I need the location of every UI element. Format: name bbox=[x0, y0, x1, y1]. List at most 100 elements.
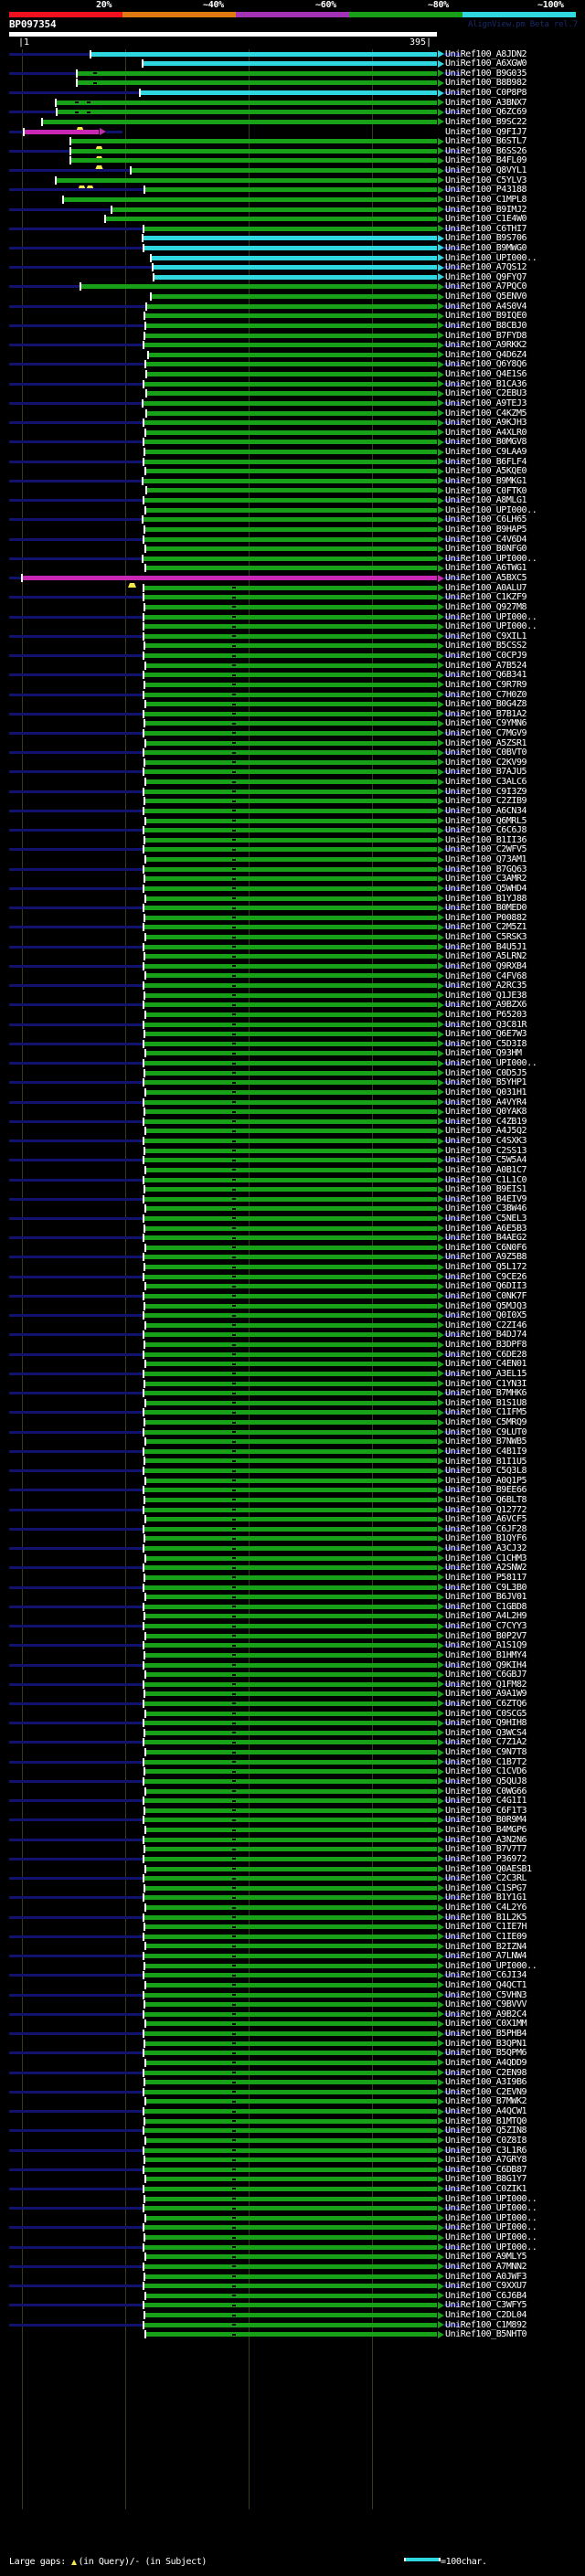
hsp-bar[interactable] bbox=[143, 1701, 437, 1706]
hsp-bar[interactable] bbox=[144, 450, 437, 454]
hit-label[interactable]: UniRef100_C9L3B0 bbox=[445, 1582, 527, 1593]
hit-label[interactable]: UniRef100_B1S1U8 bbox=[445, 1397, 527, 1408]
hit-label[interactable]: UniRef100_A4QDD9 bbox=[445, 2057, 527, 2068]
hsp-bar[interactable] bbox=[143, 420, 437, 426]
alignment-row[interactable]: UniRef100_Q6BLT8 bbox=[0, 1495, 585, 1505]
alignment-row[interactable]: UniRef100_C1E4W0 bbox=[0, 214, 585, 224]
hsp-bar[interactable] bbox=[143, 2263, 437, 2269]
hsp-bar[interactable] bbox=[143, 1410, 437, 1415]
alignment-row[interactable]: UniRef100_C0CPJ9 bbox=[0, 651, 585, 661]
hsp-bar[interactable] bbox=[143, 1895, 437, 1901]
hit-label[interactable]: UniRef100_B4AEG2 bbox=[445, 1233, 527, 1244]
alignment-row[interactable]: UniRef100_UPI000.. bbox=[0, 253, 585, 263]
hsp-bar[interactable] bbox=[143, 1391, 437, 1396]
hsp-bar[interactable] bbox=[144, 2080, 437, 2085]
alignment-row[interactable]: UniRef100_Q93HM bbox=[0, 1048, 585, 1058]
hit-label[interactable]: UniRef100_C1IFM5 bbox=[445, 1407, 527, 1418]
hit-label[interactable]: UniRef100_B9EIS1 bbox=[445, 1184, 527, 1195]
hsp-bar[interactable] bbox=[142, 517, 437, 523]
hsp-bar[interactable] bbox=[144, 2196, 437, 2201]
hit-label[interactable]: UniRef100_Q4QCT1 bbox=[445, 1979, 527, 1990]
alignment-row[interactable]: UniRef100_B9MKG1 bbox=[0, 476, 585, 486]
hsp-bar[interactable] bbox=[143, 1662, 437, 1668]
hit-label[interactable]: UniRef100_A9MLY5 bbox=[445, 2252, 527, 2263]
hit-label[interactable]: UniRef100_B6STL7 bbox=[445, 136, 527, 147]
hsp-bar[interactable] bbox=[55, 100, 437, 105]
hsp-bar[interactable] bbox=[144, 1109, 437, 1115]
alignment-row[interactable]: UniRef100_B0G4Z8 bbox=[0, 699, 585, 709]
alignment-row[interactable]: UniRef100_Q1FM82 bbox=[0, 1680, 585, 1690]
hit-label[interactable]: UniRef100_A6E5B3 bbox=[445, 1223, 527, 1234]
hsp-bar[interactable] bbox=[144, 1536, 437, 1542]
hsp-bar[interactable] bbox=[62, 196, 437, 202]
hit-label[interactable]: UniRef100_C9LUT0 bbox=[445, 1426, 527, 1437]
hsp-bar[interactable] bbox=[144, 2021, 437, 2027]
hsp-bar[interactable] bbox=[143, 633, 437, 639]
hsp-bar[interactable] bbox=[144, 682, 437, 687]
hit-label[interactable]: UniRef100_P43188 bbox=[445, 185, 527, 196]
alignment-row[interactable]: UniRef100_A9TEJ3 bbox=[0, 398, 585, 408]
hit-label[interactable]: UniRef100_B5PHB4 bbox=[445, 2029, 527, 2040]
alignment-row[interactable]: UniRef100_P58117 bbox=[0, 1573, 585, 1583]
hit-label[interactable]: UniRef100_UPI000.. bbox=[445, 504, 537, 515]
hit-label[interactable]: UniRef100_B8G1Y7 bbox=[445, 2174, 527, 2185]
alignment-row[interactable]: UniRef100_A9RKK2 bbox=[0, 340, 585, 350]
alignment-row[interactable]: UniRef100_Q6ZC69 bbox=[0, 107, 585, 117]
alignment-row[interactable]: UniRef100_C6N0F6 bbox=[0, 1243, 585, 1253]
hsp-bar[interactable] bbox=[144, 1691, 437, 1697]
hit-label[interactable]: UniRef100_Q031H1 bbox=[445, 1087, 527, 1097]
hit-label[interactable]: UniRef100_C1IE09 bbox=[445, 1931, 527, 1942]
hsp-bar[interactable] bbox=[143, 866, 437, 872]
alignment-row[interactable]: UniRef100_C0BVT0 bbox=[0, 747, 585, 758]
hit-label[interactable]: UniRef100_A9Z5B8 bbox=[445, 1252, 527, 1263]
hsp-bar[interactable] bbox=[144, 2254, 437, 2260]
hit-label[interactable]: UniRef100_B9G035 bbox=[445, 68, 527, 79]
hsp-bar[interactable] bbox=[21, 576, 437, 581]
alignment-row[interactable]: UniRef100_A8JDN2 bbox=[0, 49, 585, 59]
hsp-bar[interactable] bbox=[144, 2041, 437, 2046]
alignment-row[interactable]: UniRef100_B6SS26 bbox=[0, 146, 585, 161]
hsp-bar[interactable] bbox=[152, 265, 437, 270]
hit-label[interactable]: UniRef100_C4L2Y6 bbox=[445, 1903, 527, 1913]
alignment-row[interactable]: UniRef100_Q12772 bbox=[0, 1505, 585, 1515]
hit-label[interactable]: UniRef100_C0WG66 bbox=[445, 1786, 527, 1797]
hsp-bar[interactable] bbox=[144, 1342, 437, 1348]
hit-label[interactable]: UniRef100_B1I1U5 bbox=[445, 1456, 527, 1467]
alignment-row[interactable]: UniRef100_C0Z8I8 bbox=[0, 2136, 585, 2146]
hsp-bar[interactable] bbox=[144, 469, 437, 474]
hsp-bar[interactable] bbox=[143, 343, 437, 348]
hsp-bar[interactable] bbox=[147, 352, 437, 357]
hit-label[interactable]: UniRef100_Q6Y8Q6 bbox=[445, 359, 527, 370]
hit-label[interactable]: UniRef100_Q5QUJ8 bbox=[445, 1776, 527, 1786]
hsp-bar[interactable] bbox=[143, 2109, 437, 2115]
hsp-bar[interactable] bbox=[144, 2274, 437, 2279]
hit-label[interactable]: UniRef100_B8CBJ0 bbox=[445, 320, 527, 331]
hit-label[interactable]: UniRef100_C5MRQ9 bbox=[445, 1417, 527, 1428]
alignment-row[interactable]: UniRef100_C0ZIK1 bbox=[0, 2184, 585, 2194]
hsp-bar[interactable] bbox=[143, 750, 437, 756]
hit-label[interactable]: UniRef100_C4FV68 bbox=[445, 970, 527, 981]
hsp-bar[interactable] bbox=[144, 313, 437, 319]
alignment-row[interactable]: UniRef100_C6LH65 bbox=[0, 514, 585, 525]
hsp-bar[interactable] bbox=[144, 1497, 437, 1502]
alignment-row[interactable]: UniRef100_C5Q3L8 bbox=[0, 1466, 585, 1476]
alignment-row[interactable]: UniRef100_B1S1U8 bbox=[0, 1398, 585, 1408]
hit-label[interactable]: UniRef100_UPI000.. bbox=[445, 621, 537, 632]
hit-label[interactable]: UniRef100_Q6B341 bbox=[445, 670, 527, 681]
hit-label[interactable]: UniRef100_A8MLG1 bbox=[445, 495, 527, 506]
hit-label[interactable]: UniRef100_A1S1Q9 bbox=[445, 1640, 527, 1651]
hsp-bar[interactable] bbox=[144, 2313, 437, 2318]
hsp-bar[interactable] bbox=[143, 1624, 437, 1629]
alignment-row[interactable]: UniRef100_C5RSK3 bbox=[0, 932, 585, 942]
alignment-row[interactable]: UniRef100_C6GBJ7 bbox=[0, 1670, 585, 1680]
hit-label[interactable]: UniRef100_UPI000.. bbox=[445, 2212, 537, 2223]
hit-label[interactable]: UniRef100_C9CE26 bbox=[445, 1271, 527, 1282]
hit-label[interactable]: UniRef100_C2DL04 bbox=[445, 2310, 527, 2321]
hit-label[interactable]: UniRef100_C3L1R6 bbox=[445, 2145, 527, 2156]
hsp-bar[interactable] bbox=[130, 168, 437, 174]
alignment-row[interactable]: UniRef100_A7LNW4 bbox=[0, 1951, 585, 1961]
alignment-row[interactable]: UniRef100_C9N7T8 bbox=[0, 1747, 585, 1757]
alignment-row[interactable]: UniRef100_C3L1R6 bbox=[0, 2146, 585, 2156]
alignment-row[interactable]: UniRef100_A3EL15 bbox=[0, 1369, 585, 1379]
alignment-row[interactable]: UniRef100_A6TWG1 bbox=[0, 563, 585, 573]
